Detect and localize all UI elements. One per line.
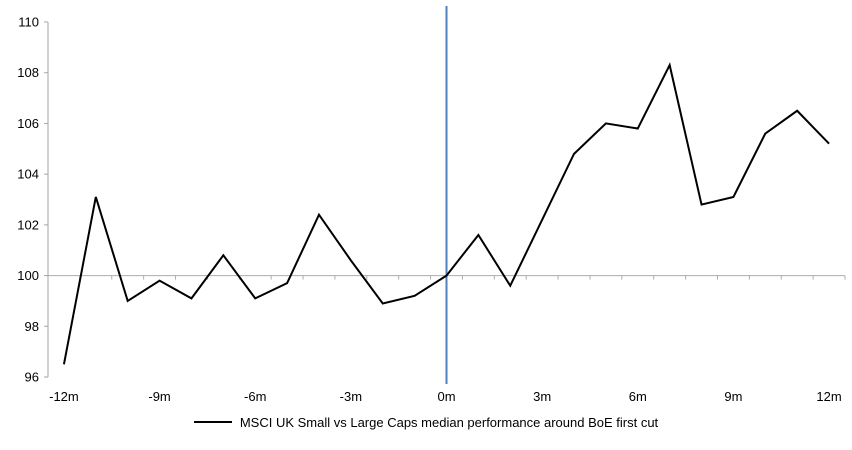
y-axis: 96 98 100 102 104 106 108 110 (17, 15, 49, 385)
x-tick-label: 3m (533, 389, 551, 404)
y-tick-label: 100 (17, 268, 39, 283)
legend-label: MSCI UK Small vs Large Caps median perfo… (239, 414, 659, 430)
x-tick-label: 6m (629, 389, 647, 404)
y-tick-label: 104 (17, 167, 39, 182)
x-tick-label: -9m (148, 389, 170, 404)
chart-legend: MSCI UK Small vs Large Caps median perfo… (0, 414, 852, 430)
x-tick-label: -6m (244, 389, 266, 404)
y-tick-label: 110 (18, 15, 39, 30)
y-tick-label: 96 (25, 370, 39, 385)
y-tick-label: 102 (17, 217, 39, 232)
series-line (62, 62, 830, 365)
legend-line-swatch (193, 421, 232, 423)
x-tick-label: -3m (340, 389, 362, 404)
x-tick-label: 0m (437, 389, 455, 404)
y-tick-label: 98 (25, 319, 39, 334)
y-tick-label: 108 (17, 65, 39, 80)
y-tick-label: 106 (17, 116, 39, 131)
x-tick-label: 9m (724, 389, 742, 404)
x-tick-label: 12m (816, 389, 841, 404)
x-tick-label: -12m (49, 389, 79, 404)
x-axis-labels: -12m -9m -6m -3m 0m 3m 6m 9m 12m (49, 389, 842, 404)
